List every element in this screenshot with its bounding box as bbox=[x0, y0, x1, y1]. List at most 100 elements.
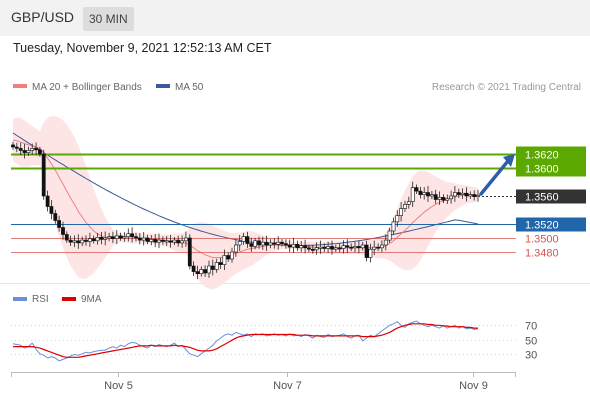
x-axis-layer: Nov 5 Nov 7 Nov 9 bbox=[11, 372, 516, 392]
bullish-candle bbox=[260, 241, 265, 246]
bearish-candle bbox=[264, 241, 269, 246]
bearish-candle bbox=[137, 237, 142, 241]
bearish-candle bbox=[364, 244, 369, 258]
bullish-candle bbox=[314, 247, 319, 251]
bearish-candle bbox=[145, 237, 150, 242]
bearish-candle bbox=[134, 236, 138, 239]
bearish-candle bbox=[414, 187, 419, 192]
support-label: 1.3500 bbox=[525, 234, 559, 246]
bearish-candle bbox=[322, 246, 327, 249]
rsi-tick-label: 70 bbox=[525, 321, 537, 333]
bullish-candle bbox=[26, 150, 31, 153]
bullish-candle bbox=[199, 269, 204, 274]
bullish-candle bbox=[341, 245, 346, 249]
bullish-candle bbox=[180, 240, 185, 244]
bearish-candle bbox=[218, 262, 223, 265]
bullish-candle bbox=[164, 240, 169, 243]
bullish-candle bbox=[383, 239, 388, 246]
x-axis-tick-label: Nov 7 bbox=[273, 380, 302, 392]
resistance-tag bbox=[516, 146, 586, 163]
rsi-legend-label: RSI bbox=[32, 294, 49, 305]
bullish-candle bbox=[157, 239, 161, 243]
bearish-candle bbox=[349, 246, 354, 249]
ma9-legend-label: 9MA bbox=[81, 294, 102, 305]
bearish-candle bbox=[168, 240, 173, 243]
forecast-arrow-shaft bbox=[479, 159, 510, 196]
bullish-candle bbox=[391, 221, 396, 232]
bearish-candle bbox=[283, 243, 288, 246]
bullish-candle bbox=[184, 237, 188, 242]
bearish-candle bbox=[376, 246, 381, 249]
ma50-legend-label: MA 50 bbox=[175, 82, 204, 93]
bearish-candle bbox=[130, 233, 135, 237]
bullish-candle bbox=[253, 240, 258, 247]
bearish-candle bbox=[295, 244, 300, 249]
current-price-label: 1.3560 bbox=[525, 192, 559, 204]
bullish-candle bbox=[103, 237, 108, 240]
bullish-candle bbox=[403, 204, 407, 209]
bullish-candle bbox=[230, 251, 234, 260]
bullish-candle bbox=[449, 195, 454, 200]
rsi-lines-layer bbox=[12, 320, 479, 362]
bearish-candle bbox=[272, 242, 277, 245]
bullish-candle bbox=[114, 235, 119, 239]
bearish-candle bbox=[418, 190, 423, 195]
bullish-candle bbox=[241, 236, 246, 242]
bearish-candle bbox=[61, 227, 65, 235]
bearish-candle bbox=[22, 150, 27, 153]
bearish-candle bbox=[111, 236, 115, 240]
bullish-candle bbox=[422, 192, 427, 195]
bullish-candle bbox=[410, 187, 415, 202]
bullish-candle bbox=[107, 236, 112, 239]
bearish-candle bbox=[203, 269, 208, 274]
bearish-candle bbox=[195, 271, 200, 275]
bullish-candle bbox=[72, 240, 77, 243]
bearish-candle bbox=[337, 247, 342, 250]
bullish-candle bbox=[122, 236, 127, 239]
bullish-candle bbox=[214, 262, 219, 270]
bullish-candle bbox=[353, 246, 357, 249]
bullish-candle bbox=[207, 265, 211, 274]
bearish-candle bbox=[41, 153, 46, 197]
bearish-candle bbox=[176, 239, 181, 244]
bearish-candle bbox=[456, 192, 461, 195]
bearish-candle bbox=[303, 245, 308, 249]
bullish-candle bbox=[368, 248, 373, 258]
bullish-candle bbox=[399, 208, 404, 216]
currency-pair-title: GBP/USD bbox=[11, 9, 75, 25]
bullish-candle bbox=[318, 246, 323, 249]
forecast-arrow-head bbox=[503, 154, 515, 167]
bullish-candle bbox=[276, 241, 281, 245]
bullish-candle bbox=[80, 239, 85, 244]
bearish-candle bbox=[330, 246, 334, 250]
bullish-candle bbox=[360, 244, 365, 249]
bullish-candle bbox=[326, 246, 331, 249]
bearish-candle bbox=[245, 236, 250, 244]
bullish-candle bbox=[234, 244, 238, 253]
bullish-candle bbox=[149, 239, 154, 242]
bearish-candle bbox=[76, 240, 81, 244]
bullish-candle bbox=[395, 215, 400, 223]
bullish-candle bbox=[406, 201, 411, 205]
bullish-candle bbox=[460, 192, 465, 195]
bullish-candle bbox=[237, 241, 242, 246]
bearish-candle bbox=[161, 239, 165, 242]
bullish-candle bbox=[372, 246, 377, 250]
bearish-candle bbox=[45, 195, 50, 207]
bearish-candle bbox=[34, 148, 39, 151]
ma9-legend-swatch bbox=[62, 297, 76, 301]
rsi-tick-label: 50 bbox=[525, 336, 537, 348]
support-label: 1.3480 bbox=[525, 248, 559, 260]
bullish-candle bbox=[30, 148, 35, 151]
resistance-tag bbox=[516, 160, 586, 177]
bearish-candle bbox=[18, 148, 23, 151]
bearish-candle bbox=[257, 240, 261, 246]
ma20-line bbox=[12, 139, 478, 259]
bearish-candle bbox=[356, 246, 361, 249]
bearish-candle bbox=[433, 194, 438, 200]
ma50-legend-swatch bbox=[156, 84, 170, 88]
timeframe-selector[interactable]: 30 MIN bbox=[83, 7, 134, 31]
bearish-candle bbox=[426, 192, 430, 197]
